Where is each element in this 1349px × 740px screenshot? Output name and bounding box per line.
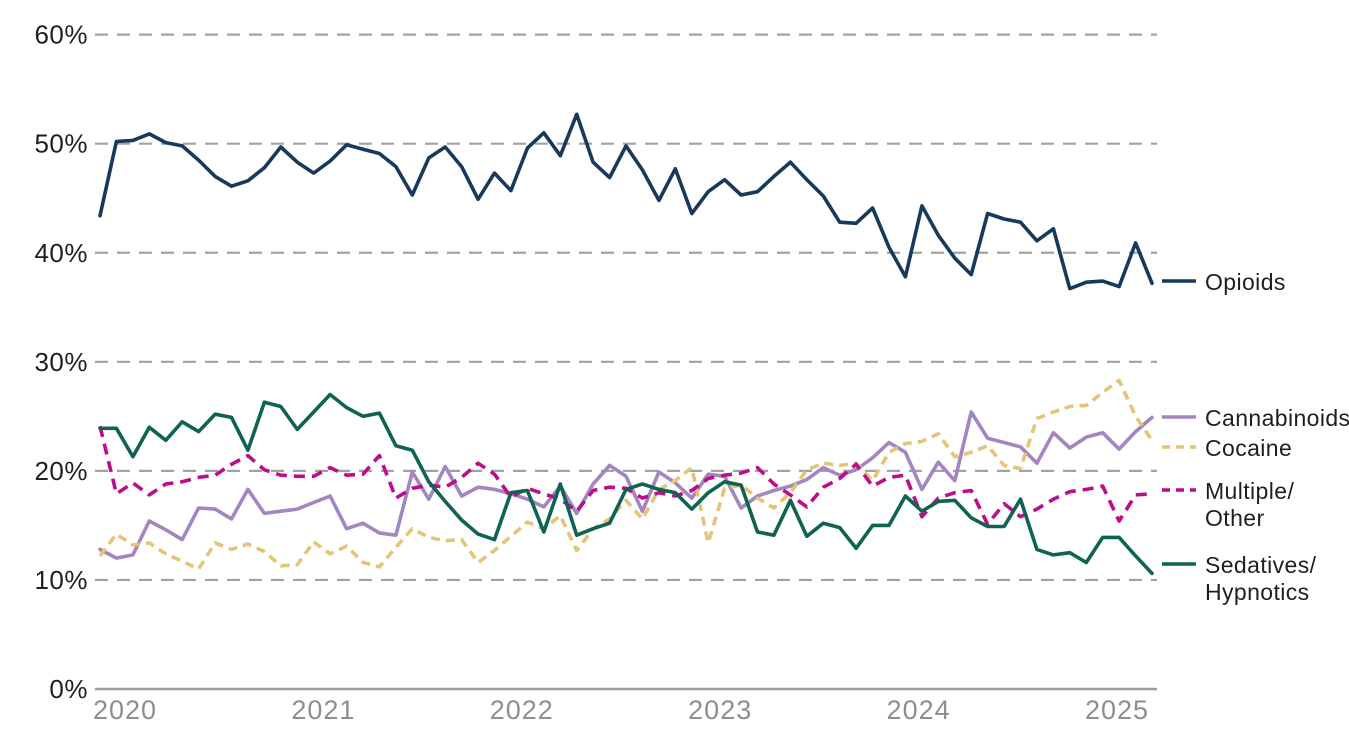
legend-label: Cannabinoids bbox=[1205, 405, 1349, 431]
y-tick-label: 40% bbox=[34, 238, 88, 268]
y-tick-label: 30% bbox=[34, 347, 88, 377]
series-line-cocaine bbox=[98, 378, 1154, 571]
y-tick-label: 20% bbox=[34, 456, 88, 486]
x-tick-label: 2020 bbox=[93, 695, 157, 725]
y-tick-label: 0% bbox=[49, 674, 88, 704]
legend-label: Multiple/ bbox=[1205, 478, 1294, 504]
legend-label: Cocaine bbox=[1205, 435, 1292, 461]
x-tick-label: 2024 bbox=[887, 695, 951, 725]
series-line-cannabinoids bbox=[98, 410, 1154, 560]
x-tick-label: 2023 bbox=[688, 695, 752, 725]
y-tick-label: 60% bbox=[34, 20, 88, 50]
legend-label: Other bbox=[1205, 505, 1265, 531]
x-tick-label: 2021 bbox=[291, 695, 355, 725]
legend-label: Hypnotics bbox=[1205, 579, 1310, 605]
legend-label: Sedatives/ bbox=[1205, 552, 1317, 578]
y-tick-label: 10% bbox=[34, 565, 88, 595]
x-tick-label: 2022 bbox=[490, 695, 554, 725]
series-line-opioids bbox=[98, 112, 1154, 291]
y-tick-label: 50% bbox=[34, 129, 88, 159]
series-line-sedatives-hypnotics bbox=[98, 392, 1154, 576]
legend-label: Opioids bbox=[1205, 269, 1286, 295]
x-tick-label: 2025 bbox=[1085, 695, 1149, 725]
